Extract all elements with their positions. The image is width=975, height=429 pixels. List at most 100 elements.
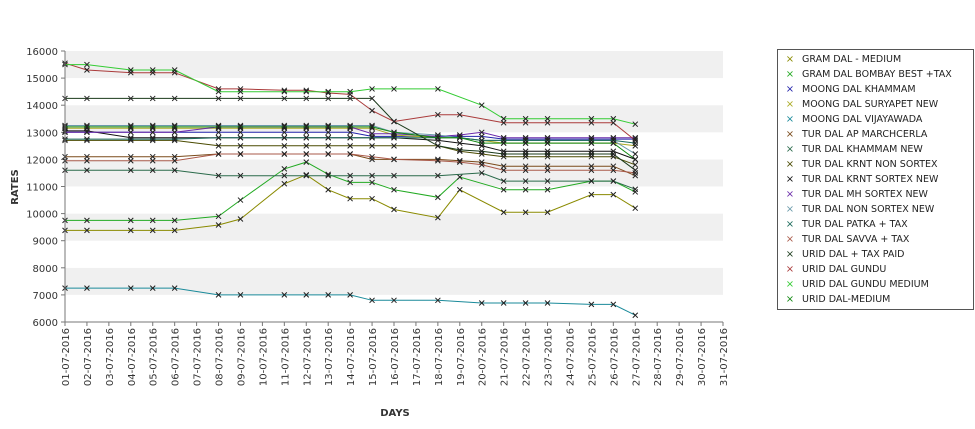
legend-label: URID DAL GUNDU MEDIUM <box>802 279 929 290</box>
data-point <box>171 227 178 234</box>
data-point <box>215 292 222 298</box>
legend-marker-icon: × <box>785 83 795 95</box>
data-point <box>456 111 463 118</box>
data-point <box>215 88 222 95</box>
data-point <box>369 153 375 160</box>
data-point <box>478 300 485 306</box>
series-17 <box>62 124 639 163</box>
data-point <box>303 88 310 95</box>
data-point <box>478 161 485 168</box>
x-tick-label: 19-07-2016 <box>456 328 467 386</box>
data-point <box>127 153 134 160</box>
data-point <box>347 172 353 179</box>
data-point <box>347 95 353 102</box>
data-point <box>127 67 134 73</box>
x-tick-label: 17-07-2016 <box>412 328 423 386</box>
data-point <box>632 312 639 319</box>
x-tick-label: 04-07-2016 <box>127 328 138 386</box>
data-point <box>215 129 222 136</box>
data-point <box>215 213 222 220</box>
data-point <box>478 133 485 140</box>
data-point <box>325 292 332 298</box>
legend-marker-icon: × <box>785 143 795 155</box>
data-point <box>281 292 288 298</box>
legend-marker-icon: × <box>785 98 795 110</box>
x-tick-label: 11-07-2016 <box>280 328 291 386</box>
legend-label: TUR DAL SAVVA + TAX <box>802 234 910 245</box>
data-point <box>237 88 244 95</box>
series-line <box>65 139 636 166</box>
series-2 <box>62 159 639 224</box>
data-point <box>369 297 375 304</box>
data-point <box>127 95 134 102</box>
data-point <box>149 136 156 142</box>
y-tick-label: 10000 <box>26 210 58 221</box>
x-tick-label: 15-07-2016 <box>368 328 379 386</box>
data-point <box>435 157 441 164</box>
data-point <box>171 157 178 164</box>
legend-label: URID DAL-MEDIUM <box>802 294 891 305</box>
data-point <box>500 167 507 174</box>
data-point <box>610 178 617 184</box>
data-point <box>522 115 529 122</box>
data-point <box>84 124 90 130</box>
data-point <box>347 195 353 202</box>
data-point <box>632 151 639 157</box>
data-point <box>84 217 90 224</box>
x-axis-ticks: 01-07-2016 02-07-2016 03-07-2016 04-07-2016… <box>61 322 730 386</box>
legend-marker-icon: × <box>785 128 795 140</box>
series-line <box>65 126 636 139</box>
x-tick-label: 21-07-2016 <box>500 328 511 386</box>
legend-label: MOONG DAL SURYAPET NEW <box>802 99 939 110</box>
data-point <box>369 107 375 114</box>
data-point <box>391 129 397 136</box>
y-tick-label: 13000 <box>26 128 58 139</box>
data-point <box>500 300 507 306</box>
data-point <box>281 95 288 102</box>
legend-item: × GRAM DAL - MEDIUM <box>778 52 973 67</box>
data-point <box>171 285 178 291</box>
data-point <box>632 161 639 168</box>
legend-label: TUR DAL KRNT SORTEX NEW <box>802 174 939 185</box>
data-point <box>281 151 288 157</box>
series-line <box>65 126 636 160</box>
data-point <box>369 86 375 92</box>
data-point <box>281 142 288 149</box>
data-point <box>369 195 375 202</box>
data-point <box>237 172 244 179</box>
data-point <box>369 172 375 179</box>
data-point <box>369 142 375 149</box>
data-point <box>391 297 397 304</box>
data-point <box>215 95 222 102</box>
legend-item: × TUR DAL KRNT SORTEX NEW <box>778 172 973 187</box>
y-tick-label: 16000 <box>26 47 58 58</box>
data-point <box>369 179 375 186</box>
data-point <box>522 163 529 170</box>
data-point <box>610 191 617 198</box>
x-tick-label: 07-07-2016 <box>193 328 204 386</box>
data-point <box>237 216 244 222</box>
legend-item: × TUR DAL AP MARCHCERLA <box>778 127 973 142</box>
data-point <box>632 205 639 212</box>
data-point <box>544 300 551 306</box>
data-point <box>369 130 375 137</box>
data-point <box>435 172 441 179</box>
data-point <box>325 95 332 102</box>
data-point <box>435 111 441 118</box>
data-point <box>544 209 551 216</box>
legend-item: × MOONG DAL KHAMMAM <box>778 82 973 97</box>
data-point <box>149 129 156 136</box>
x-tick-label: 16-07-2016 <box>390 328 401 386</box>
legend-marker-icon: × <box>785 113 795 125</box>
data-point <box>347 151 353 157</box>
x-tick-label: 05-07-2016 <box>149 328 160 386</box>
data-point <box>544 119 551 126</box>
grid-band <box>65 267 723 295</box>
series-16 <box>62 61 639 128</box>
legend-label: TUR DAL PATKA + TAX <box>802 219 908 230</box>
legend-label: URID DAL GUNDU <box>802 264 887 275</box>
data-point <box>84 227 90 234</box>
x-tick-label: 20-07-2016 <box>478 328 489 386</box>
data-point <box>171 153 178 160</box>
data-point <box>500 163 507 170</box>
